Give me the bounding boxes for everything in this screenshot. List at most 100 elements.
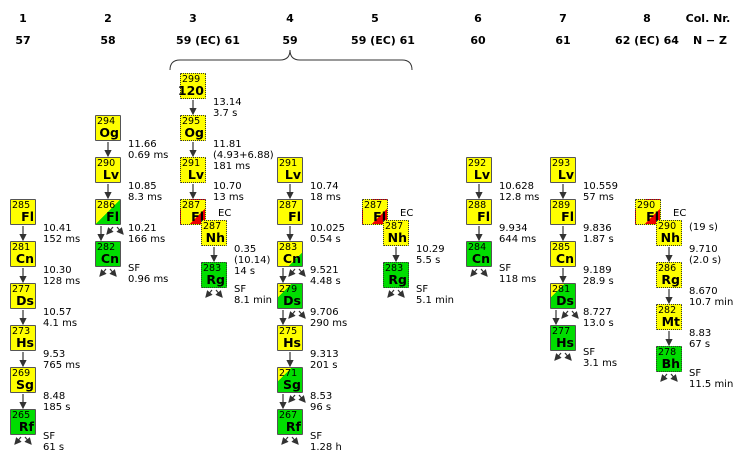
sf-arrow <box>109 268 117 277</box>
nuclide-box: 286 Fl <box>95 199 121 225</box>
mass-number: 290 <box>637 200 656 211</box>
decay-info: (4.93+6.88) <box>213 150 274 161</box>
decay-info: 10.70 <box>213 181 242 192</box>
decay-info: 10.74 <box>310 181 339 192</box>
n-minus-z: 59 <box>282 34 298 47</box>
element-symbol: Rg <box>661 272 680 287</box>
decay-info: SF <box>234 284 247 295</box>
sf-arrow <box>24 436 32 445</box>
decay-info: 13 ms <box>213 192 244 203</box>
nuclide-box: 269 Sg <box>10 367 36 393</box>
decay-info: 8.727 <box>583 307 612 318</box>
decay-info: 3.7 s <box>213 108 238 119</box>
mass-number: 292 <box>468 158 487 169</box>
nuclide-box: 290 Nh <box>656 220 682 246</box>
half-life-note: (19 s) <box>689 222 718 233</box>
nuclide-box: 275 Hs <box>277 325 303 351</box>
element-symbol: Fl <box>288 209 301 224</box>
sf-arrow <box>660 373 668 382</box>
nuclide-box: 284 Cn <box>466 241 492 267</box>
decay-info: 0.96 ms <box>128 274 169 285</box>
n-minus-z: 57 <box>15 34 31 47</box>
decay-info: SF <box>310 431 323 442</box>
mass-number: 273 <box>12 326 31 337</box>
sf-arrow <box>670 373 678 382</box>
decay-info: 5.1 min <box>416 295 454 306</box>
mass-number: 291 <box>182 158 201 169</box>
element-symbol: Rf <box>285 419 301 434</box>
element-symbol: Fl <box>646 209 659 224</box>
element-symbol: Nh <box>205 230 225 245</box>
element-symbol: Rf <box>18 419 34 434</box>
decay-info: 10.559 <box>583 181 618 192</box>
decay-info: (10.14) <box>234 255 271 266</box>
mass-number: 294 <box>97 116 116 127</box>
sf-arrow <box>470 268 478 277</box>
decay-info: 9.710 <box>689 244 718 255</box>
mass-number: 275 <box>279 326 298 337</box>
nuclide-box: 287 Fl <box>180 199 206 225</box>
decay-info: 765 ms <box>43 360 81 371</box>
nuclide-box: 291 Lv <box>180 157 206 183</box>
element-symbol: Rg <box>388 272 407 287</box>
sf-arrow <box>281 436 289 445</box>
decay-info: 10.85 <box>128 181 157 192</box>
sf-arrow <box>205 289 213 298</box>
decay-info: 10.21 <box>128 223 157 234</box>
decay-info: 61 s <box>43 442 65 453</box>
nuclide-box: 291 Lv <box>277 157 303 183</box>
col-nr-label: Col. Nr. <box>685 12 731 25</box>
element-symbol: Fl <box>106 209 119 224</box>
element-symbol: Cn <box>282 251 301 266</box>
mass-number: 299 <box>182 74 201 85</box>
column-number: 2 <box>104 12 112 25</box>
column-number: 1 <box>19 12 27 25</box>
nuclide-box: 299 120 <box>178 73 206 99</box>
element-symbol: Sg <box>16 377 34 392</box>
decay-info: 9.53 <box>43 349 66 360</box>
mass-number: 295 <box>182 116 201 127</box>
mass-number: 290 <box>97 158 116 169</box>
sf-arrow <box>564 352 572 361</box>
decay-info: SF <box>43 431 56 442</box>
decay-info: 118 ms <box>499 274 537 285</box>
nuclide-box: 282 Mt <box>656 304 682 330</box>
decay-info: 128 ms <box>43 276 81 287</box>
element-symbol: Sg <box>283 377 301 392</box>
element-symbol: Nh <box>387 230 407 245</box>
mass-number: 282 <box>658 305 677 316</box>
nuclide-box: 267 Rf <box>277 409 303 435</box>
nuclide-box: 294 Og <box>95 115 121 141</box>
sf-arrow <box>298 268 306 277</box>
decay-info: 181 ms <box>213 161 251 172</box>
decay-info: 10.29 <box>416 244 445 255</box>
decay-info: 9.706 <box>310 307 339 318</box>
mass-number: 293 <box>552 158 571 169</box>
sf-arrow <box>288 310 296 319</box>
decay-info: SF <box>689 368 702 379</box>
decay-info: (2.0 s) <box>689 255 722 266</box>
mass-number: 286 <box>658 263 677 274</box>
decay-info: 13.14 <box>213 97 242 108</box>
decay-info: 644 ms <box>499 234 537 245</box>
decay-info: 0.69 ms <box>128 150 169 161</box>
decay-info: 4.48 s <box>310 276 341 287</box>
nuclide-box: 283 Rg <box>201 262 227 288</box>
nuclide-box: 277 Ds <box>10 283 36 309</box>
element-symbol: Ds <box>283 293 301 308</box>
ec-label: EC <box>673 208 687 219</box>
n-minus-z: 60 <box>470 34 486 47</box>
mass-number: 287 <box>279 200 298 211</box>
decay-info: 152 ms <box>43 234 81 245</box>
decay-info: 4.1 ms <box>43 318 78 329</box>
decay-info: SF <box>128 263 141 274</box>
element-symbol: Lv <box>284 167 301 182</box>
sf-arrow <box>397 289 405 298</box>
element-symbol: Rg <box>206 272 225 287</box>
element-symbol: Fl <box>191 209 204 224</box>
mass-number: 288 <box>468 200 487 211</box>
element-symbol: Lv <box>102 167 119 182</box>
nuclide-box: 287 Fl <box>277 199 303 225</box>
decay-info: 96 s <box>310 402 332 413</box>
